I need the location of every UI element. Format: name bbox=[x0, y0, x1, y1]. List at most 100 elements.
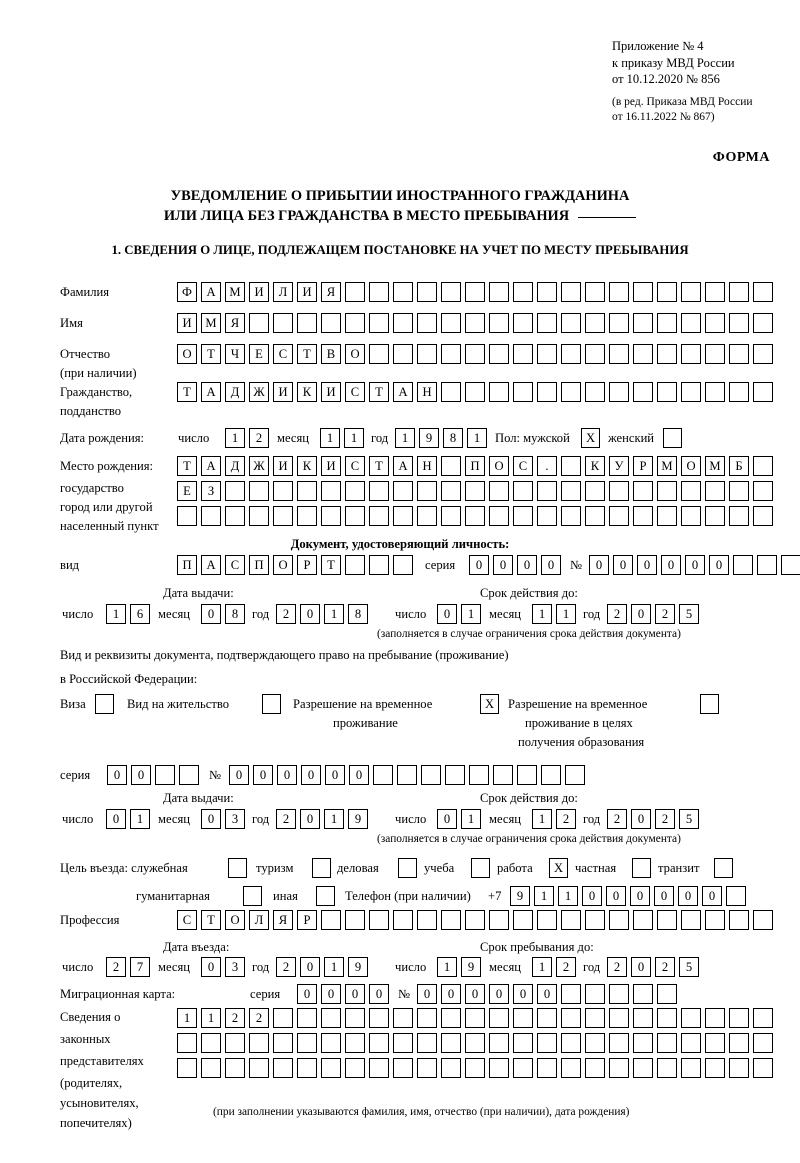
citizenship-cell-12[interactable] bbox=[465, 382, 485, 402]
birth-place-row-3-cell-1[interactable] bbox=[201, 506, 221, 526]
birth-place-row-1-cell-14[interactable]: С bbox=[513, 456, 533, 476]
doc-series-cell-3[interactable]: 0 bbox=[541, 555, 561, 575]
citizenship-cell-10[interactable]: Н bbox=[417, 382, 437, 402]
birth-place-row-1-cell-21[interactable]: О bbox=[681, 456, 701, 476]
birth-place-row-2-cell-11[interactable] bbox=[441, 481, 461, 501]
permit-valid-month-cell-0[interactable]: 1 bbox=[532, 809, 552, 829]
permit-number-cell-2[interactable]: 0 bbox=[277, 765, 297, 785]
patronymic-cell-5[interactable]: Т bbox=[297, 344, 317, 364]
patronymic-cell-20[interactable] bbox=[657, 344, 677, 364]
doc-issue-year-cell-1[interactable]: 0 bbox=[300, 604, 320, 624]
surname-cell-0[interactable]: Ф bbox=[177, 282, 197, 302]
legal-rep-row-1-cell-8[interactable] bbox=[369, 1008, 389, 1028]
legal-rep-row-3-cell-12[interactable] bbox=[465, 1058, 485, 1078]
legal-rep-row-3-cell-18[interactable] bbox=[609, 1058, 629, 1078]
doc-valid-year-cell-2[interactable]: 2 bbox=[655, 604, 675, 624]
mcard-number-cell-10[interactable] bbox=[657, 984, 677, 1004]
patronymic-cell-15[interactable] bbox=[537, 344, 557, 364]
stay-month-cell-0[interactable]: 1 bbox=[532, 957, 552, 977]
birth-place-row-1-cell-13[interactable]: О bbox=[489, 456, 509, 476]
doc-kind-cell-0[interactable]: П bbox=[177, 555, 197, 575]
birth-place-row-3-cell-13[interactable] bbox=[489, 506, 509, 526]
legal-rep-row-2-cell-11[interactable] bbox=[441, 1033, 461, 1053]
mcard-number-cell-4[interactable]: 0 bbox=[513, 984, 533, 1004]
citizenship-cell-11[interactable] bbox=[441, 382, 461, 402]
legal-rep-row-3-cell-0[interactable] bbox=[177, 1058, 197, 1078]
profession-cell-24[interactable] bbox=[753, 910, 773, 930]
profession-cell-11[interactable] bbox=[441, 910, 461, 930]
birth-year-cell-3[interactable]: 1 bbox=[467, 428, 487, 448]
permit-number-cell-14[interactable] bbox=[565, 765, 585, 785]
profession-cell-5[interactable]: Р bbox=[297, 910, 317, 930]
permit-number-cell-9[interactable] bbox=[445, 765, 465, 785]
citizenship-cell-0[interactable]: Т bbox=[177, 382, 197, 402]
profession-cell-10[interactable] bbox=[417, 910, 437, 930]
legal-rep-row-3-cell-22[interactable] bbox=[705, 1058, 725, 1078]
legal-rep-row-1-cell-21[interactable] bbox=[681, 1008, 701, 1028]
birth-place-row-3-cell-4[interactable] bbox=[273, 506, 293, 526]
stay-day-cell-0[interactable]: 1 bbox=[437, 957, 457, 977]
phone-cell-9[interactable] bbox=[726, 886, 746, 906]
given-name-cell-3[interactable] bbox=[249, 313, 269, 333]
birth-place-row-1-cell-12[interactable]: П bbox=[465, 456, 485, 476]
phone-cell-4[interactable]: 0 bbox=[606, 886, 626, 906]
patronymic-cell-19[interactable] bbox=[633, 344, 653, 364]
entry-year-cell-0[interactable]: 2 bbox=[276, 957, 296, 977]
legal-rep-row-3-cell-9[interactable] bbox=[393, 1058, 413, 1078]
patronymic-cell-2[interactable]: Ч bbox=[225, 344, 245, 364]
birth-place-row-1-cell-18[interactable]: У bbox=[609, 456, 629, 476]
legal-rep-row-2-cell-24[interactable] bbox=[753, 1033, 773, 1053]
surname-cell-22[interactable] bbox=[705, 282, 725, 302]
entry-day-cell-0[interactable]: 2 bbox=[106, 957, 126, 977]
legal-rep-row-3-cell-7[interactable] bbox=[345, 1058, 365, 1078]
permit-issue-year-cell-1[interactable]: 0 bbox=[300, 809, 320, 829]
phone-cell-6[interactable]: 0 bbox=[654, 886, 674, 906]
birth-month-cell-1[interactable]: 1 bbox=[344, 428, 364, 448]
legal-rep-row-1-cell-13[interactable] bbox=[489, 1008, 509, 1028]
patronymic-cell-22[interactable] bbox=[705, 344, 725, 364]
birth-place-row-3-cell-3[interactable] bbox=[249, 506, 269, 526]
purpose-official-checkbox[interactable] bbox=[228, 858, 247, 878]
legal-rep-row-1-cell-20[interactable] bbox=[657, 1008, 677, 1028]
citizenship-cell-15[interactable] bbox=[537, 382, 557, 402]
birth-place-row-2-cell-12[interactable] bbox=[465, 481, 485, 501]
permit-issue-day-cell-0[interactable]: 0 bbox=[106, 809, 126, 829]
patronymic-cell-6[interactable]: В bbox=[321, 344, 341, 364]
legal-rep-row-1-cell-15[interactable] bbox=[537, 1008, 557, 1028]
given-name-cell-10[interactable] bbox=[417, 313, 437, 333]
legal-rep-row-2-cell-23[interactable] bbox=[729, 1033, 749, 1053]
citizenship-cell-7[interactable]: С bbox=[345, 382, 365, 402]
birth-place-row-2-cell-9[interactable] bbox=[393, 481, 413, 501]
birth-place-row-3-cell-8[interactable] bbox=[369, 506, 389, 526]
legal-rep-row-1-cell-5[interactable] bbox=[297, 1008, 317, 1028]
phone-cell-3[interactable]: 0 bbox=[582, 886, 602, 906]
mcard-number-cell-1[interactable]: 0 bbox=[441, 984, 461, 1004]
surname-cell-10[interactable] bbox=[417, 282, 437, 302]
doc-valid-year-cell-0[interactable]: 2 bbox=[607, 604, 627, 624]
birth-place-row-3-cell-19[interactable] bbox=[633, 506, 653, 526]
profession-cell-4[interactable]: Я bbox=[273, 910, 293, 930]
birth-place-row-3-cell-5[interactable] bbox=[297, 506, 317, 526]
citizenship-cell-19[interactable] bbox=[633, 382, 653, 402]
citizenship-cell-23[interactable] bbox=[729, 382, 749, 402]
legal-rep-row-2-cell-16[interactable] bbox=[561, 1033, 581, 1053]
purpose-other-checkbox[interactable] bbox=[316, 886, 335, 906]
purpose-business-checkbox[interactable] bbox=[398, 858, 417, 878]
birth-place-row-1-cell-17[interactable]: К bbox=[585, 456, 605, 476]
birth-place-row-2-cell-6[interactable] bbox=[321, 481, 341, 501]
birth-place-row-1-cell-11[interactable] bbox=[441, 456, 461, 476]
birth-place-row-2-cell-24[interactable] bbox=[753, 481, 773, 501]
permit-valid-year-cell-1[interactable]: 0 bbox=[631, 809, 651, 829]
legal-rep-row-1-cell-9[interactable] bbox=[393, 1008, 413, 1028]
doc-valid-day-cell-0[interactable]: 0 bbox=[437, 604, 457, 624]
legal-rep-row-3-cell-2[interactable] bbox=[225, 1058, 245, 1078]
birth-year-cell-1[interactable]: 9 bbox=[419, 428, 439, 448]
legal-rep-row-3-cell-11[interactable] bbox=[441, 1058, 461, 1078]
permit-number-cell-3[interactable]: 0 bbox=[301, 765, 321, 785]
permit-number-cell-0[interactable]: 0 bbox=[229, 765, 249, 785]
given-name-cell-15[interactable] bbox=[537, 313, 557, 333]
entry-month-cell-1[interactable]: 3 bbox=[225, 957, 245, 977]
patronymic-cell-18[interactable] bbox=[609, 344, 629, 364]
legal-rep-row-1-cell-10[interactable] bbox=[417, 1008, 437, 1028]
legal-rep-row-3-cell-21[interactable] bbox=[681, 1058, 701, 1078]
